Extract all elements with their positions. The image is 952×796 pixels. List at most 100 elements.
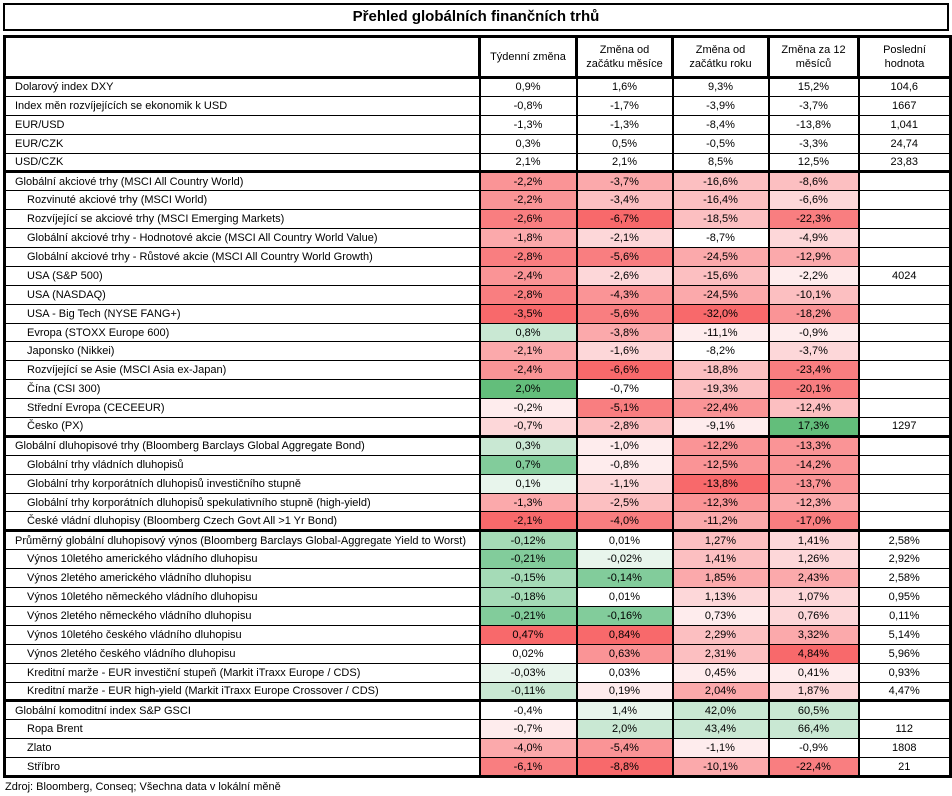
ytd-change-cell: -1,1% bbox=[671, 738, 770, 759]
last-value-cell bbox=[857, 511, 952, 532]
table-header: Týdenní změna Změna od začátku měsíce Zm… bbox=[3, 35, 952, 79]
table-row: Globální akciové trhy - Růstové akcie (M… bbox=[3, 247, 952, 267]
weekly-change-cell: 2,0% bbox=[478, 379, 578, 400]
ytd-change-cell: -18,5% bbox=[671, 209, 770, 230]
ytd-change-cell: 2,29% bbox=[671, 624, 770, 645]
weekly-change-cell: -2,2% bbox=[478, 190, 578, 211]
table-row: USA (NASDAQ) -2,8% -4,3% -24,5% -10,1% bbox=[3, 284, 952, 305]
weekly-change-cell: 0,02% bbox=[478, 643, 578, 664]
weekly-change-cell: -2,8% bbox=[478, 284, 578, 305]
12m-change-cell: 60,5% bbox=[767, 699, 860, 721]
last-value-cell bbox=[857, 454, 952, 475]
ytd-change-cell: 0,45% bbox=[671, 662, 770, 683]
weekly-change-cell: -0,7% bbox=[478, 417, 578, 437]
12m-change-cell: -12,9% bbox=[767, 247, 860, 267]
month-change-cell: 0,01% bbox=[575, 529, 674, 551]
row-label: USA (S&P 500) bbox=[3, 265, 481, 286]
12m-change-cell: 1,87% bbox=[767, 681, 860, 702]
weekly-change-cell: -0,15% bbox=[478, 568, 578, 589]
ytd-change-cell: -9,1% bbox=[671, 417, 770, 437]
12m-change-cell: -23,4% bbox=[767, 360, 860, 381]
12m-change-cell: -12,3% bbox=[767, 492, 860, 513]
ytd-change-cell: 9,3% bbox=[671, 77, 770, 97]
month-change-cell: -4,3% bbox=[575, 284, 674, 305]
weekly-change-cell: -3,5% bbox=[478, 303, 578, 324]
month-change-cell: -1,3% bbox=[575, 114, 674, 135]
12m-change-cell: -0,9% bbox=[767, 738, 860, 759]
row-label: Česko (PX) bbox=[3, 417, 481, 437]
month-change-cell: 0,19% bbox=[575, 681, 674, 702]
weekly-change-cell: -0,2% bbox=[478, 398, 578, 419]
weekly-change-cell: 0,3% bbox=[478, 434, 578, 456]
last-value-cell: 4024 bbox=[857, 265, 952, 286]
12m-change-cell: -14,2% bbox=[767, 454, 860, 475]
last-value-cell: 1,041 bbox=[857, 114, 952, 135]
table-row: Evropa (STOXX Europe 600) 0,8% -3,8% -11,1%… bbox=[3, 322, 952, 343]
last-value-cell bbox=[857, 341, 952, 362]
table-row: Střední Evropa (CECEEUR) -0,2% -5,1% -22,4%… bbox=[3, 398, 952, 419]
ytd-change-cell: 0,73% bbox=[671, 605, 770, 626]
row-label: Rozvinuté akciové trhy (MSCI World) bbox=[3, 190, 481, 211]
weekly-change-cell: 0,9% bbox=[478, 77, 578, 97]
weekly-change-cell: -0,7% bbox=[478, 719, 578, 740]
last-value-cell bbox=[857, 303, 952, 324]
month-change-cell: 0,01% bbox=[575, 587, 674, 607]
weekly-change-cell: -2,4% bbox=[478, 265, 578, 286]
weekly-change-cell: 0,7% bbox=[478, 454, 578, 475]
table-row: Průměrný globální dluhopisový výnos (Blo… bbox=[3, 529, 952, 551]
row-label: České vládní dluhopisy (Bloomberg Czech … bbox=[3, 511, 481, 532]
header-month-change: Změna od začátku měsíce bbox=[575, 35, 674, 79]
12m-change-cell: -3,7% bbox=[767, 341, 860, 362]
last-value-cell bbox=[857, 699, 952, 721]
last-value-cell bbox=[857, 322, 952, 343]
weekly-change-cell: 0,1% bbox=[478, 473, 578, 494]
row-label: Průměrný globální dluhopisový výnos (Blo… bbox=[3, 529, 481, 551]
row-label: Výnos 2letého německého vládního dluhopi… bbox=[3, 605, 481, 626]
month-change-cell: 2,1% bbox=[575, 152, 674, 173]
table-row: Stříbro -6,1% -8,8% -10,1% -22,4% 21 bbox=[3, 757, 952, 777]
table-row: Globální trhy vládních dluhopisů 0,7% -0,8… bbox=[3, 454, 952, 475]
ytd-change-cell: 1,85% bbox=[671, 568, 770, 589]
weekly-change-cell: -0,11% bbox=[478, 681, 578, 702]
source-note: Zdroj: Bloomberg, Conseq; Všechna data v… bbox=[5, 780, 281, 793]
month-change-cell: -8,8% bbox=[575, 757, 674, 777]
table-row: EUR/CZK 0,3% 0,5% -0,5% -3,3% 24,74 bbox=[3, 133, 952, 154]
table-row: Rozvíjející se akciové trhy (MSCI Emergi… bbox=[3, 209, 952, 230]
table-row: Globální akciové trhy - Hodnotové akcie … bbox=[3, 228, 952, 249]
row-label: Výnos 2letého amerického vládního dluhop… bbox=[3, 568, 481, 589]
last-value-cell bbox=[857, 398, 952, 419]
table-row: Výnos 10letého českého vládního dluhopis… bbox=[3, 624, 952, 645]
row-label: Globální trhy korporátních dluhopisů spe… bbox=[3, 492, 481, 513]
table-row: Globální trhy korporátních dluhopisů spe… bbox=[3, 492, 952, 513]
row-label: USA - Big Tech (NYSE FANG+) bbox=[3, 303, 481, 324]
last-value-cell: 1667 bbox=[857, 95, 952, 116]
ytd-change-cell: -10,1% bbox=[671, 757, 770, 777]
last-value-cell bbox=[857, 228, 952, 249]
last-value-cell: 1808 bbox=[857, 738, 952, 759]
12m-change-cell: -13,8% bbox=[767, 114, 860, 135]
table-row: USD/CZK 2,1% 2,1% 8,5% 12,5% 23,83 bbox=[3, 152, 952, 173]
header-12m-change: Změna za 12 měsíců bbox=[767, 35, 860, 79]
last-value-cell bbox=[857, 379, 952, 400]
ytd-change-cell: 2,04% bbox=[671, 681, 770, 702]
ytd-change-cell: -11,1% bbox=[671, 322, 770, 343]
12m-change-cell: -4,9% bbox=[767, 228, 860, 249]
12m-change-cell: 2,43% bbox=[767, 568, 860, 589]
last-value-cell: 0,93% bbox=[857, 662, 952, 683]
weekly-change-cell: -1,3% bbox=[478, 492, 578, 513]
month-change-cell: -5,6% bbox=[575, 303, 674, 324]
12m-change-cell: -17,0% bbox=[767, 511, 860, 532]
weekly-change-cell: -0,03% bbox=[478, 662, 578, 683]
ytd-change-cell: -3,9% bbox=[671, 95, 770, 116]
last-value-cell: 2,92% bbox=[857, 549, 952, 570]
ytd-change-cell: -13,8% bbox=[671, 473, 770, 494]
ytd-change-cell: 1,41% bbox=[671, 549, 770, 570]
month-change-cell: -2,1% bbox=[575, 228, 674, 249]
weekly-change-cell: -2,1% bbox=[478, 341, 578, 362]
ytd-change-cell: 43,4% bbox=[671, 719, 770, 740]
table-row: Globální trhy korporátních dluhopisů inv… bbox=[3, 473, 952, 494]
12m-change-cell: 1,26% bbox=[767, 549, 860, 570]
last-value-cell bbox=[857, 434, 952, 456]
weekly-change-cell: 0,47% bbox=[478, 624, 578, 645]
